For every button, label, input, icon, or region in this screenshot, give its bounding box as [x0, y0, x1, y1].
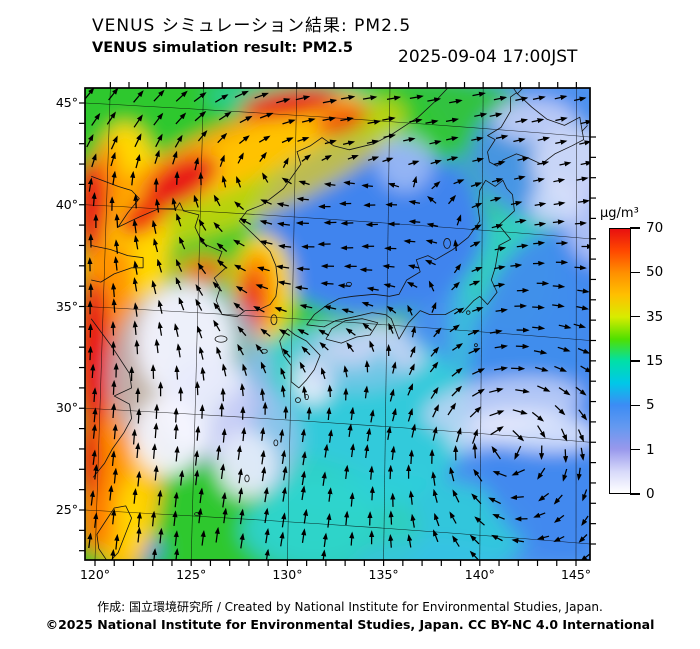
page-title-english: VENUS simulation result: PM2.5	[92, 40, 353, 56]
lat-tick-label: 30°	[55, 400, 78, 416]
lat-tick-label: 25°	[55, 502, 78, 517]
pm25-colorbar	[609, 228, 631, 494]
lat-tick-label: 45°	[55, 95, 78, 110]
colorbar-tick-value: 1	[646, 441, 655, 458]
colorbar-tick	[630, 404, 640, 407]
colorbar-tick-value: 0	[646, 486, 655, 502]
colorbar-tick-value: 70	[646, 220, 664, 236]
colorbar-tick	[630, 493, 640, 495]
pm25-field	[85, 88, 590, 560]
wind-vectors	[85, 88, 590, 560]
credit-line-1: 作成: 国立環境研究所 / Created by National Instit…	[97, 600, 603, 614]
colorbar-tick	[630, 227, 640, 229]
colorbar-tick-value: 5	[646, 397, 655, 414]
lon-tick-label: 130°	[272, 567, 303, 582]
page-title-japanese: VENUS シミュレーション結果: PM2.5	[92, 16, 412, 36]
colorbar-tick	[630, 271, 640, 274]
lat-tick-label: 40°	[55, 196, 78, 212]
colorbar-unit-label: µg/m³	[600, 206, 639, 221]
lat-tick-label: 35°	[55, 298, 78, 314]
colorbar-tick	[630, 448, 640, 451]
map-canvas	[75, 78, 610, 580]
colorbar-tick	[630, 315, 640, 318]
colorbar-tick-value: 35	[646, 308, 664, 325]
pm25-concentration-map	[79, 82, 596, 566]
colorbar-tick	[630, 360, 640, 362]
credit-line-2: ©2025 National Institute for Environment…	[45, 617, 655, 632]
timestamp: 2025-09-04 17:00JST	[398, 47, 578, 67]
lon-tick-label: 125°	[176, 567, 207, 582]
map-frame	[84, 87, 591, 561]
degree-ticks	[79, 82, 596, 566]
colorbar-tick-value: 50	[646, 264, 664, 281]
colorbar-tick-value: 15	[646, 353, 664, 369]
lon-tick-label: 145°	[560, 567, 592, 582]
lon-tick-label: 120°	[79, 567, 111, 582]
lon-tick-label: 140°	[464, 567, 495, 582]
coastlines	[90, 88, 588, 560]
lon-tick-label: 135°	[368, 567, 399, 582]
